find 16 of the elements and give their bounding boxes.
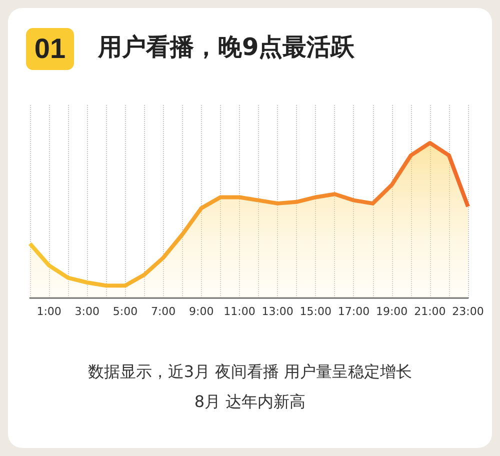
text: 8月 达年内新高 [193,392,307,413]
x-tick-label: 1:00 [36,305,62,318]
chart-title: 用户看播，晚9点最活跃 [98,32,355,63]
x-tick-label: 7:00 [150,305,176,318]
text: 01 [26,28,74,70]
text: 数据显示，近3月 夜间看播 用户量呈稳定增长 [86,362,414,383]
x-tick-label: 9:00 [189,305,214,318]
x-tick-label: 13:00 [262,305,294,318]
x-tick-label: 19:00 [376,305,408,318]
x-tick-label: 21:00 [414,305,446,318]
x-tick-label: 5:00 [112,305,138,318]
x-tick-label: 15:00 [300,305,332,318]
x-tick-label: 17:00 [338,305,370,318]
x-tick-label: 11:00 [224,305,256,318]
x-tick-label: 3:00 [74,305,100,318]
x-tick-label: 23:00 [452,305,484,318]
